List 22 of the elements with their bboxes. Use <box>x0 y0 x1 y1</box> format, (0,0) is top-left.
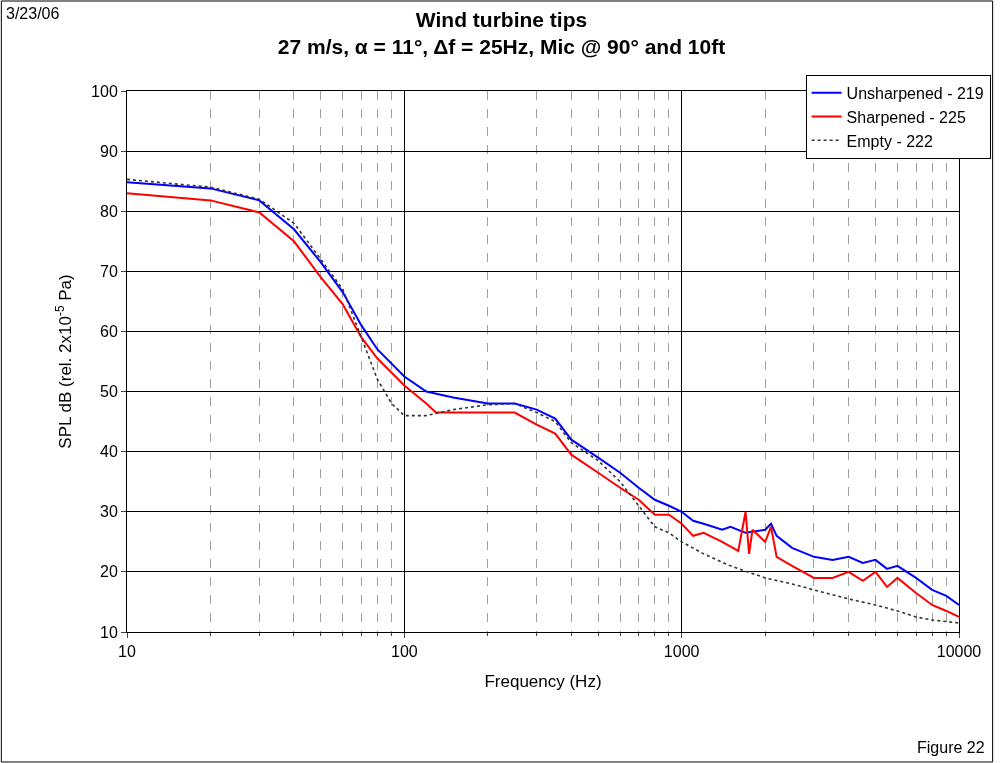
text: 3/23/06 <box>6 5 60 22</box>
y-tick-label: 10 <box>100 623 118 641</box>
y-tick-label: 30 <box>100 503 118 521</box>
y-tick-label: 40 <box>100 443 118 461</box>
x-tick-label: 10 <box>118 643 136 661</box>
x-axis-title: Frequency (Hz) <box>484 671 602 691</box>
legend-label: Unsharpened - 219 <box>846 84 984 102</box>
x-tick-label: 1000 <box>663 643 700 661</box>
caption: Figure 22 <box>917 739 985 756</box>
chart-subtitle: 27 m/s, α = 11°, Δf = 25Hz, Mic @ 90° and 10ft <box>277 35 726 58</box>
y-tick-label: 100 <box>91 82 118 100</box>
x-tick-label: 100 <box>390 643 418 661</box>
legend-label: Sharpened - 225 <box>846 108 966 126</box>
y-tick-label: 60 <box>100 323 118 341</box>
y-tick-label: 70 <box>100 262 118 280</box>
y-tick-label: 80 <box>100 202 118 220</box>
x-tick-label: 10000 <box>936 643 982 661</box>
y-tick-label: 90 <box>100 142 118 160</box>
y-tick-label: 50 <box>100 383 118 401</box>
y-tick-label: 20 <box>100 563 118 581</box>
legend-label: Empty - 222 <box>846 132 933 150</box>
chart-title: Wind turbine tips <box>415 7 588 31</box>
